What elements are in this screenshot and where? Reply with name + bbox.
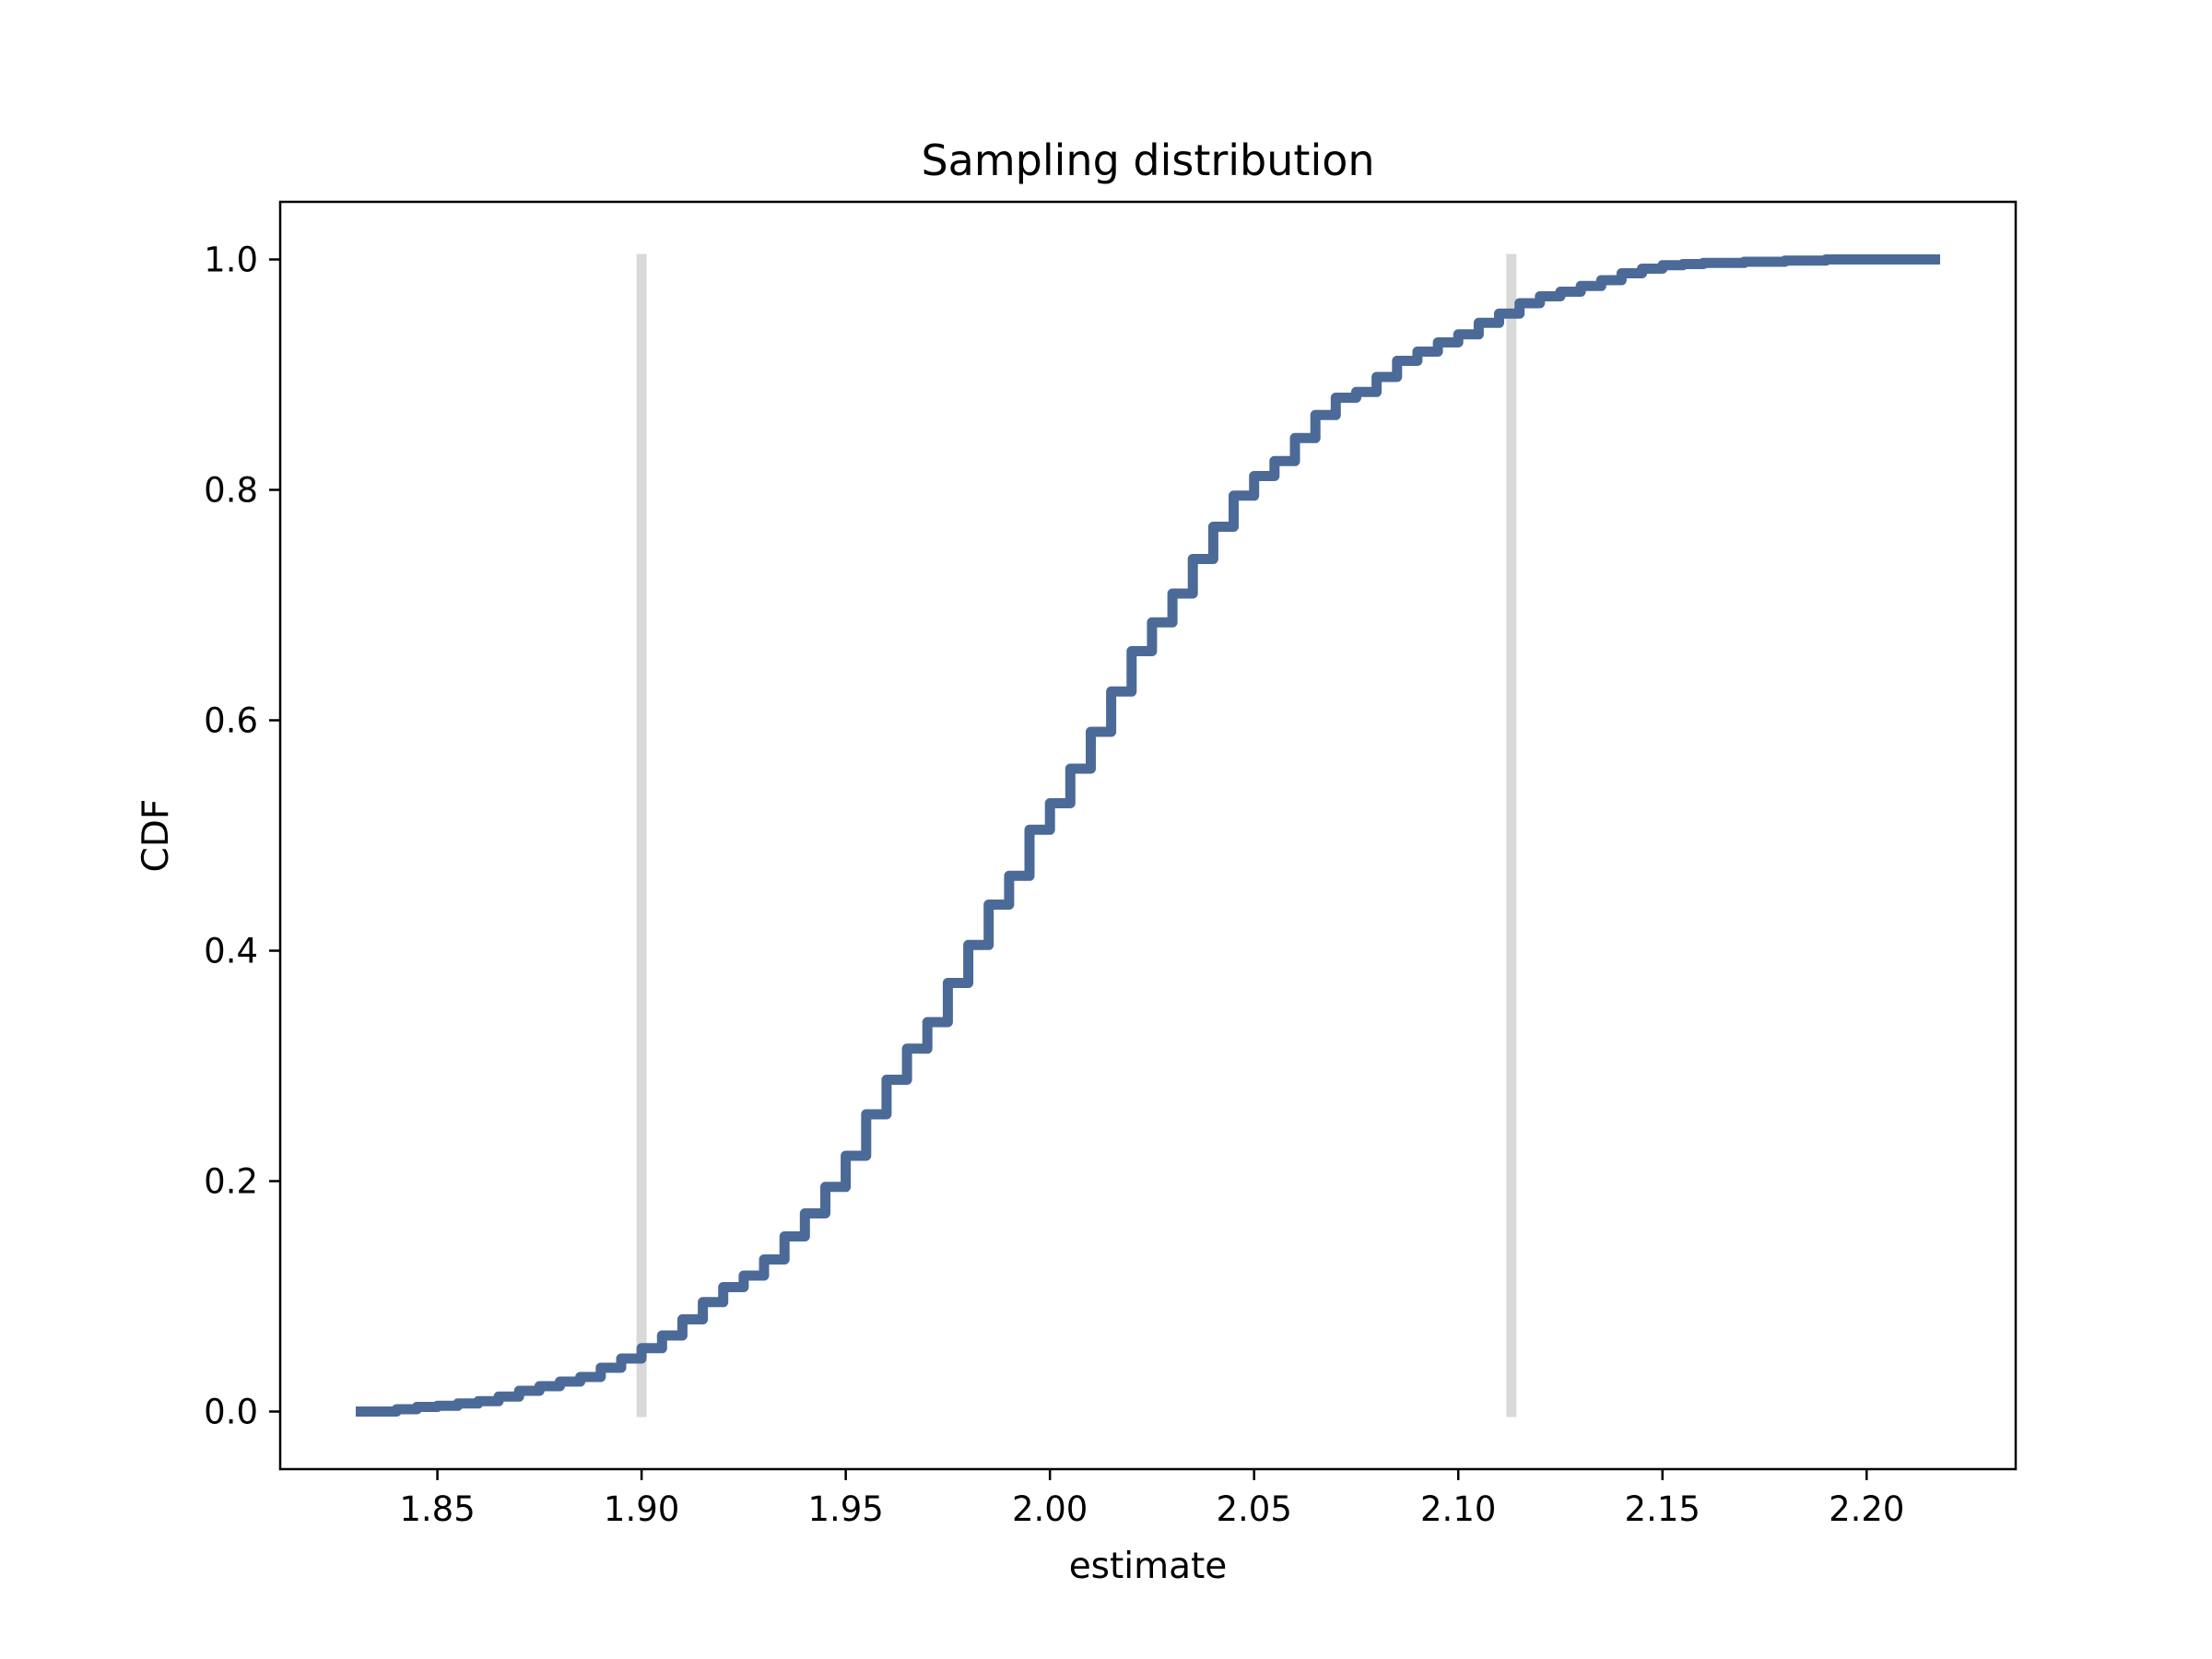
y-tick-label: 0.4 (204, 932, 258, 971)
plot-frame (278, 200, 2018, 1471)
x-tick-label: 1.90 (604, 1489, 679, 1529)
y-tick-label: 0.8 (204, 471, 258, 511)
x-tick-label: 2.20 (1829, 1489, 1904, 1529)
chart-title: Sampling distribution (921, 135, 1374, 185)
x-tick-label: 2.15 (1625, 1489, 1700, 1529)
x-tick-label: 1.85 (399, 1489, 475, 1529)
cdf-series-line-1 (356, 254, 1940, 1417)
x-tick-label: 2.00 (1012, 1489, 1088, 1529)
y-axis: 0.0 0.2 0.4 0.6 0.8 1.0 (204, 241, 280, 1432)
x-tick-label: 1.95 (807, 1489, 883, 1529)
x-axis: 1.85 1.90 1.95 2.00 2.05 2.10 2.15 2.20 (399, 1469, 1904, 1529)
x-tick-label: 2.10 (1420, 1489, 1496, 1529)
y-tick-label: 1.0 (204, 241, 258, 280)
x-tick-label: 2.05 (1217, 1489, 1292, 1529)
y-tick-label: 0.2 (204, 1162, 258, 1202)
series-group (356, 254, 1940, 1417)
y-axis-label: CDF (135, 799, 177, 873)
y-tick-label: 0.0 (204, 1393, 258, 1432)
x-axis-label: estimate (1069, 1546, 1228, 1587)
reference-lines (636, 253, 1517, 1418)
y-tick-label: 0.6 (204, 701, 258, 741)
